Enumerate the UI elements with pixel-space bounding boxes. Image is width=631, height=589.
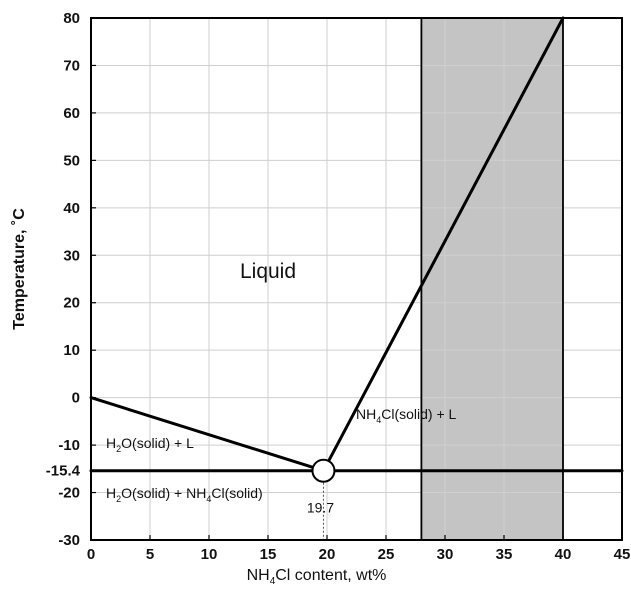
eutectic-x-label: 19.7 [307,500,334,516]
y-tick-label: 10 [63,342,80,359]
y-tick-label-eutectic: -15.4 [46,463,81,480]
y-tick-label: 80 [63,10,80,27]
x-tick-label: 0 [87,546,95,563]
y-tick-label: -20 [58,485,80,502]
region-label-ice-liquid: H2O(solid) + L [106,435,194,454]
x-tick-label: 40 [555,546,572,563]
label-segment: NH [247,567,270,584]
region-label-salt-liquid: NH4Cl(solid) + L [356,406,457,425]
label-segment: O(solid) + NH [121,485,206,501]
x-tick-label: 5 [146,546,154,563]
y-tick-label: -10 [58,437,80,454]
subscript: 4 [376,415,381,425]
eutectic-point-marker [311,458,336,483]
subscript: 4 [206,494,211,504]
label-segment: Cl(solid) [211,485,262,501]
x-axis-label: NH4Cl content, wt% [247,567,387,587]
x-tick-label: 35 [496,546,513,563]
subscript: 2 [116,494,121,504]
x-tick-label: 45 [614,546,631,563]
region-label-liquid: Liquid [240,260,296,283]
shaded-region [421,18,563,540]
ice-liquidus-line [89,396,325,473]
subscript: 2 [116,444,121,454]
label-segment: Cl(solid) + L [381,406,456,422]
y-tick-label: 60 [63,105,80,122]
label-segment: NH [356,406,376,422]
x-tick-label: 15 [260,546,277,563]
y-tick-label: 70 [63,57,80,74]
subscript: 4 [270,576,276,587]
x-tick-label: 20 [319,546,336,563]
label-segment: Cl content, wt% [275,567,386,584]
y-axis-label: Temperature, ˚C [11,208,28,330]
plot-frame [90,17,623,541]
y-tick-label: 0 [72,390,80,407]
y-tick-label: 30 [63,247,80,264]
y-tick-label: 50 [63,152,80,169]
x-tick-label: 30 [437,546,454,563]
label-segment: O(solid) + L [121,435,194,451]
y-tick-label: 40 [63,200,80,217]
x-tick-label: 25 [378,546,395,563]
y-tick-label: -30 [58,532,80,549]
x-tick-label: 10 [201,546,218,563]
salt-liquidus-line [322,16,565,473]
label-segment: H [106,435,116,451]
region-label-ice-salt: H2O(solid) + NH4Cl(solid) [106,485,263,504]
y-tick-label: 20 [63,295,80,312]
label-segment: H [106,485,116,501]
